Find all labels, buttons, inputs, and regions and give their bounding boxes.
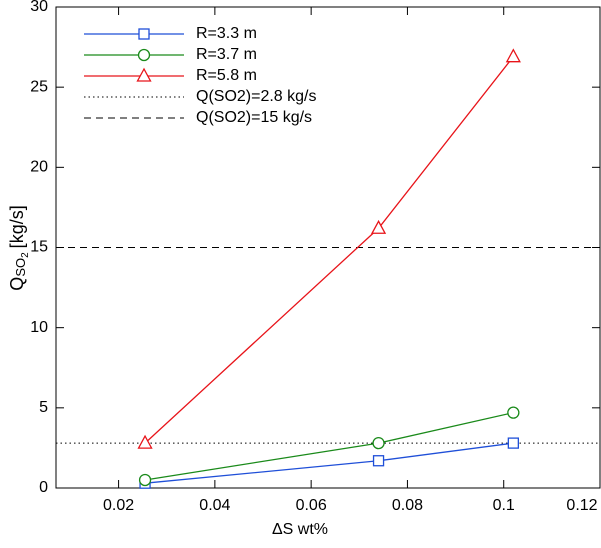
data-point <box>505 48 521 63</box>
legend-marker <box>137 48 151 62</box>
data-point <box>372 436 385 450</box>
legend-label: Q(SO2)=15 kg/s <box>196 109 312 126</box>
y-label-main: Q <box>7 277 27 291</box>
data-line <box>144 442 514 484</box>
y-label-subsub: 2 <box>20 252 31 258</box>
x-tick-label: 0.06 <box>296 497 327 514</box>
x-tick-label: 0.12 <box>566 497 597 514</box>
data-point <box>138 473 152 487</box>
data-point <box>137 434 153 449</box>
y-axis-label: QSO2 [kg/s] <box>7 205 31 290</box>
data-point <box>372 455 385 467</box>
legend-label: R=3.7 m <box>196 46 257 63</box>
y-label-unit: [kg/s] <box>7 205 27 248</box>
y-tick-label: 15 <box>30 239 48 256</box>
y-tick-label: 25 <box>30 78 48 95</box>
legend-label: R=5.8 m <box>196 67 257 84</box>
x-tick-label: 0.08 <box>392 497 423 514</box>
legend-marker <box>138 28 150 40</box>
data-point <box>507 437 519 449</box>
data-line <box>144 412 514 481</box>
x-tick-label: 0.04 <box>199 497 230 514</box>
y-tick-label: 30 <box>30 0 48 15</box>
x-tick-label: 0.1 <box>493 497 515 514</box>
data-point <box>507 406 520 419</box>
legend-label: R=3.3 m <box>196 25 257 42</box>
y-tick-label: 20 <box>30 159 48 176</box>
x-tick-label: 0.02 <box>103 497 134 514</box>
y-label-sub: SO <box>13 258 28 277</box>
legend-label: Q(SO2)=2.8 kg/s <box>196 88 317 105</box>
y-tick-label: 0 <box>39 479 48 496</box>
y-tick-label: 10 <box>30 319 48 336</box>
y-tick-label: 5 <box>39 399 48 416</box>
x-axis-label: ΔS wt% <box>272 521 328 538</box>
data-point <box>370 219 387 234</box>
legend-marker <box>136 67 152 82</box>
